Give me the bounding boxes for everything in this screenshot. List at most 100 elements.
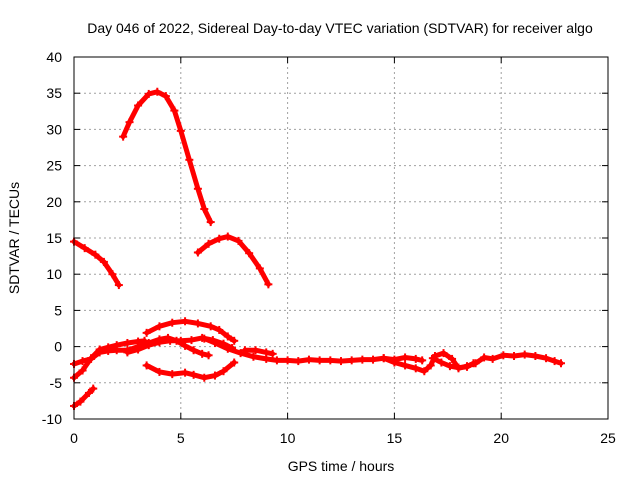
data-point [223,332,232,341]
y-tick-label: 25 [46,158,62,174]
data-point [401,353,410,362]
data-point [272,356,281,365]
data-point [426,361,435,370]
grid-lines [74,57,608,419]
data-point [499,351,508,360]
data-point [542,354,551,363]
data-point [200,334,209,343]
data-point [437,358,446,367]
data-point [463,362,472,371]
data-point [119,132,128,141]
data-point [448,354,457,363]
data-point [181,317,190,326]
data-point [170,106,179,115]
data-point [104,346,113,355]
data-point [76,397,85,406]
data-point [204,351,213,360]
data-point [230,336,239,345]
data-point [480,353,489,362]
data-point [219,367,228,376]
y-tick-label: 40 [46,49,62,65]
data-point [223,232,232,241]
data-point [87,354,96,363]
data-point [189,346,198,355]
data-point [294,357,303,366]
data-point [379,354,388,363]
data-point [557,359,566,368]
data-point [337,357,345,366]
data-point [153,87,162,96]
x-tick-label: 5 [177,430,185,446]
data-point [255,264,264,273]
data-point [80,244,89,253]
data-point [99,257,108,266]
data-point [193,248,202,257]
y-tick-label: 15 [46,230,62,246]
data-point [401,361,410,370]
y-tick-label: -10 [42,411,62,427]
y-tick-label: 10 [46,266,62,282]
data-point [166,336,175,345]
data-point [204,239,213,248]
data-point [142,361,151,370]
data-point [510,352,519,361]
data-point [411,364,420,373]
data-point [181,341,190,350]
data-point [89,384,98,393]
data-point [428,354,437,363]
data-point [134,345,143,354]
data-point [155,367,164,376]
data-point [251,346,260,355]
data-point [369,355,378,364]
data-point [249,352,258,361]
data-point [193,319,202,328]
data-point [439,349,448,358]
data-point [187,336,196,345]
data-point [358,355,367,364]
data-point [304,355,313,364]
data-point [234,236,243,245]
x-tick-label: 10 [280,430,296,446]
data-point [78,357,87,366]
data-point [520,350,529,359]
data-point [181,368,190,377]
y-tick-label: 5 [54,302,62,318]
y-tick-label: -5 [50,375,63,391]
y-tick-label: 30 [46,121,62,137]
x-axis-label: GPS time / hours [288,458,395,474]
axis-ticks: 0 5 10 15 20 25 -10 -5 0 5 10 15 20 25 30 35 40 [42,49,616,446]
data-point [108,270,117,279]
data-point [142,328,151,337]
data-point [112,346,121,355]
data-point [206,218,215,227]
y-tick-label: 20 [46,194,62,210]
data-point [418,356,427,365]
series-arc-a [71,239,122,288]
data-point [454,363,463,372]
data-point [123,338,132,347]
data-point [531,352,540,361]
data-point [420,367,429,376]
data-point [411,354,420,363]
data-point [283,356,292,365]
data-point [488,354,497,363]
data-point [185,155,194,164]
y-tick-label: 35 [46,85,62,101]
data-point [161,92,170,101]
data-point [206,322,215,331]
data-point [155,322,164,331]
data-point [210,371,219,380]
data-point [168,318,177,327]
series-arc-d [71,386,96,409]
data-point [347,356,356,365]
data-point [245,249,254,258]
y-axis-label: SDTVAR / TECUs [6,182,22,294]
data-point [268,349,277,358]
data-point [91,250,100,259]
data-point [125,118,134,127]
data-point [223,344,232,353]
data-point [144,341,153,350]
data-point [262,348,271,357]
data-point [95,348,104,357]
